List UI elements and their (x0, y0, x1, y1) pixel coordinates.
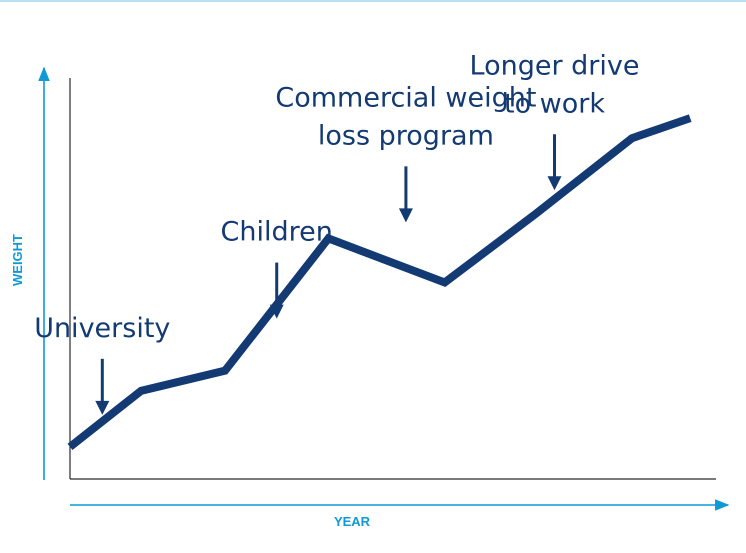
annotation-label: University (34, 313, 170, 344)
series-layer (67, 114, 692, 451)
annotation-layer: University Children Commercial weight loss … (34, 50, 639, 415)
annotation-arrow-head (269, 304, 284, 319)
annotation-label: Children (221, 217, 333, 248)
top-rule (0, 0, 746, 2)
annotation-label: to work (504, 88, 605, 119)
annotation-label: loss program (318, 120, 494, 151)
y-axis-title: WEIGHT (10, 234, 25, 286)
annotation-arrow-head (398, 208, 413, 223)
annotation-label: Longer drive (470, 50, 640, 81)
annotation: Commercial weight loss program (275, 82, 536, 223)
weight-series-line (67, 114, 692, 451)
annotation-arrow-head (95, 400, 110, 415)
annotation: University (34, 313, 170, 415)
annotation-label: Commercial weight (275, 82, 536, 113)
annotation: Longer drive to work (470, 50, 640, 191)
x-axis-title: YEAR (334, 514, 371, 529)
annotation-arrow-head (547, 176, 562, 191)
annotation: Children (221, 217, 333, 319)
